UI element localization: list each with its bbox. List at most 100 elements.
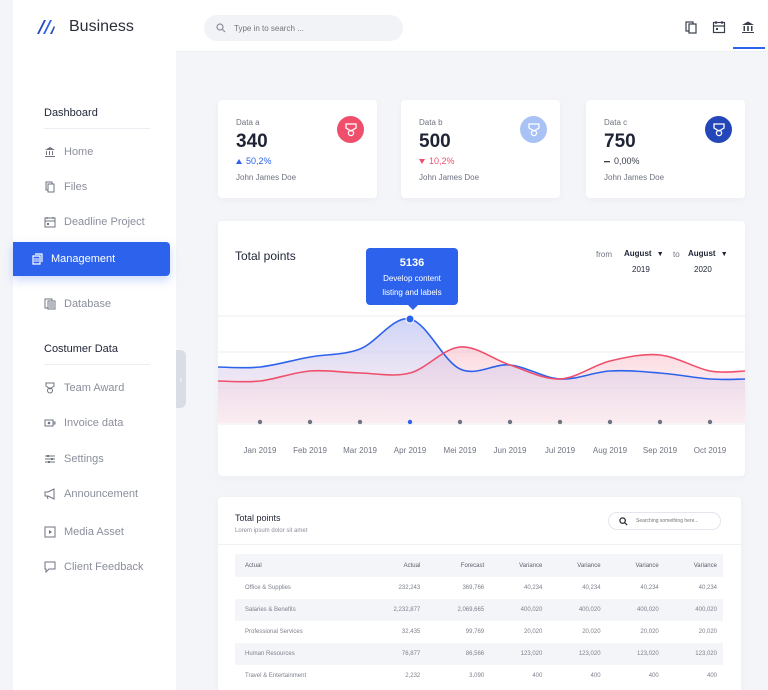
- stat-change: 0,00%: [604, 156, 640, 166]
- management-icon: [32, 253, 43, 265]
- range-to-label: to: [673, 250, 680, 259]
- brand-logo[interactable]: Business: [35, 16, 134, 38]
- award-icon: [45, 382, 55, 394]
- table-cell: 400: [706, 673, 717, 679]
- table-row[interactable]: Salaries & Benefits 2,232,877 2,069,665 …: [235, 599, 723, 621]
- table-cell: 40,234: [523, 585, 543, 591]
- chart-title: Total points: [235, 249, 296, 263]
- column-header[interactable]: Actual: [235, 554, 363, 577]
- table-cell: 369,766: [462, 585, 485, 591]
- sidebar-item-label: Home: [64, 146, 94, 158]
- table-cell: 400: [590, 673, 601, 679]
- x-axis-dot: [707, 419, 713, 425]
- range-to-year: 2020: [694, 265, 712, 274]
- calendar-icon: [44, 217, 56, 228]
- trend-up-icon: [236, 158, 242, 164]
- stat-card-b: Data b 500 10,2% John James Doe: [401, 100, 560, 198]
- x-tick-label: Oct 2019: [694, 446, 727, 455]
- table-row[interactable]: Travel & Entertainment 2,232 3,090 400 4…: [235, 665, 723, 687]
- data-table: Actual Actual Forecast Variance Variance…: [235, 554, 723, 687]
- column-header[interactable]: Variance: [490, 554, 549, 577]
- stat-badge: [705, 116, 732, 143]
- table-cell: 400,020: [490, 599, 549, 621]
- x-axis-dot: [307, 419, 313, 425]
- table-cell: Professional Services: [245, 629, 303, 635]
- files-icon: [45, 181, 55, 193]
- table-cell: 123,020: [664, 643, 723, 665]
- sidebar-item-home[interactable]: Home: [44, 146, 93, 158]
- section-title-dashboard: Dashboard: [44, 107, 98, 119]
- range-from-year: 2019: [632, 265, 650, 274]
- invoice-icon: [44, 419, 56, 427]
- copy-icon[interactable]: [684, 20, 698, 34]
- sidebar-item-client-feedback[interactable]: Client Feedback: [44, 561, 144, 573]
- active-tab-indicator: [733, 47, 765, 49]
- sidebar-item-files[interactable]: Files: [44, 181, 87, 193]
- stat-value: 500: [419, 131, 451, 152]
- x-tick-label: Feb 2019: [293, 446, 327, 455]
- column-header[interactable]: Actual: [362, 554, 427, 577]
- sidebar-item-label: Media Asset: [64, 526, 124, 538]
- stat-card-a: Data a 340 50,2% John James Doe: [218, 100, 377, 198]
- table-cell: 99,769: [465, 629, 485, 635]
- table-subtitle: Lorem ipsum dolor sit amet: [235, 528, 308, 534]
- sliders-icon: [45, 455, 55, 463]
- sidebar-item-database[interactable]: Database: [44, 298, 111, 310]
- range-from-month: August: [624, 249, 652, 258]
- table-cell: 20,020: [523, 629, 543, 635]
- x-axis-dot: [557, 419, 563, 425]
- range-from-select[interactable]: August ▼: [624, 249, 664, 258]
- sidebar-item-deadline-project[interactable]: Deadline Project: [44, 216, 145, 228]
- table-cell: 400,020: [664, 599, 723, 621]
- table-title: Total points: [235, 513, 281, 523]
- top-bar: [176, 0, 768, 52]
- bank-icon[interactable]: [741, 20, 755, 34]
- sidebar-item-media-asset[interactable]: Media Asset: [44, 526, 124, 538]
- sidebar-item-announcement[interactable]: Announcement: [44, 488, 138, 500]
- table-cell: 20,020: [582, 629, 601, 635]
- divider: [44, 128, 150, 129]
- sidebar-item-settings[interactable]: Settings: [44, 453, 104, 465]
- trend-down-icon: [419, 158, 425, 164]
- table-cell: 40,234: [698, 585, 717, 591]
- x-tick-label: Jun 2019: [494, 446, 527, 455]
- sidebar-item-label: Database: [64, 298, 112, 310]
- search-input[interactable]: [234, 23, 384, 33]
- table-row[interactable]: Human Resources 76,877 86,566 123,020 12…: [235, 643, 723, 665]
- stat-label: Data c: [604, 118, 628, 127]
- table-search[interactable]: [608, 512, 721, 530]
- section-title-costumer-data: Costumer Data: [44, 343, 118, 355]
- chevron-down-icon: ▼: [656, 251, 664, 258]
- trend-flat-icon: [604, 160, 610, 162]
- sidebar-item-label: Announcement: [64, 488, 138, 500]
- column-header[interactable]: Forecast: [426, 554, 491, 577]
- table-cell: Travel & Entertainment: [245, 673, 307, 679]
- media-icon: [44, 526, 56, 538]
- column-header[interactable]: Variance: [606, 554, 665, 577]
- range-to-select[interactable]: August ▼: [688, 249, 728, 258]
- sidebar-collapse-toggle[interactable]: ‹: [176, 350, 186, 408]
- stat-badge: [520, 116, 547, 143]
- column-header[interactable]: Variance: [548, 554, 607, 577]
- search-bar[interactable]: [204, 15, 403, 41]
- table-cell: 400: [648, 673, 659, 679]
- table-cell: Salaries & Benefits: [235, 599, 363, 621]
- stat-card-c: Data c 750 0,00% John James Doe: [586, 100, 745, 198]
- award-icon: [712, 122, 725, 136]
- table-search-input[interactable]: [636, 518, 716, 524]
- sidebar-item-team-award[interactable]: Team Award: [44, 382, 124, 394]
- column-header[interactable]: Variance: [664, 554, 723, 577]
- calendar-icon[interactable]: [712, 20, 726, 34]
- sidebar-item-management[interactable]: Management: [13, 242, 170, 276]
- table-row[interactable]: Office & Supplies 232,243 369,766 40,234…: [235, 577, 723, 599]
- tooltip-value: 5136: [399, 257, 425, 269]
- table-row[interactable]: Professional Services 32,435 99,769 20,0…: [235, 621, 723, 643]
- x-tick-label: Jan 2019: [244, 446, 277, 455]
- sidebar-item-invoice-data[interactable]: Invoice data: [44, 417, 123, 429]
- stat-owner: John James Doe: [419, 173, 480, 182]
- line-chart: Jan 2019 Feb 2019 Mar 2019 Apr 2019 Mei 2019…: [218, 314, 745, 455]
- x-axis-dot: [357, 419, 363, 425]
- table-header-row: Actual Actual Forecast Variance Variance…: [235, 554, 723, 577]
- table-cell: 20,020: [698, 629, 717, 635]
- divider: [218, 544, 741, 545]
